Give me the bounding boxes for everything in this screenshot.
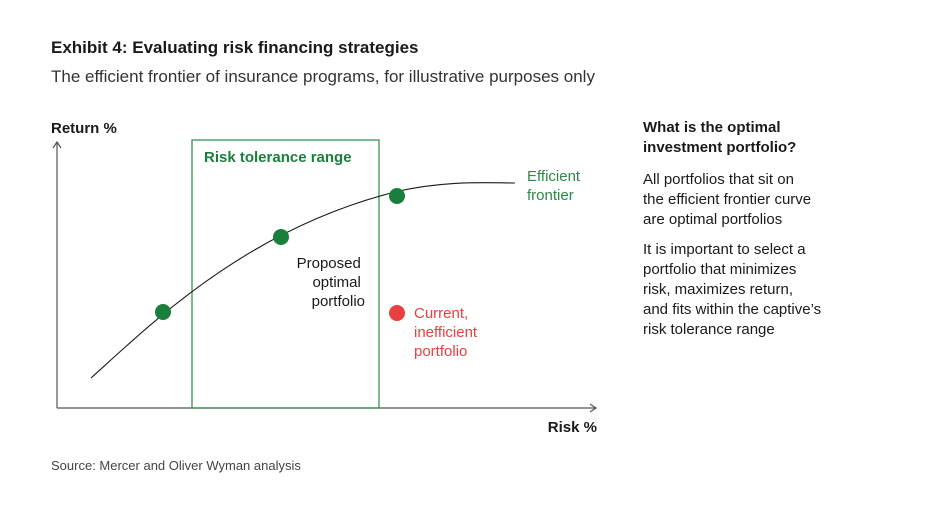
side-p2-line-1: It is important to select a <box>643 241 806 258</box>
side-p1-line-3: are optimal portfolios <box>643 211 783 228</box>
exhibit-title: Exhibit 4: Evaluating risk financing str… <box>51 38 419 57</box>
side-p2-line-3: risk, maximizes return, <box>643 281 794 298</box>
proposed-label-line-3: portfolio <box>312 293 365 310</box>
side-p2-line-4: and fits within the captive’s <box>643 301 822 318</box>
optimal-portfolio-point-low <box>155 304 171 320</box>
optimal-portfolio-point-proposed <box>273 229 289 245</box>
current-portfolio-point <box>389 305 405 321</box>
y-axis-label: Return % <box>51 120 117 137</box>
side-panel-paragraph-1: All portfolios that sit on the efficient… <box>643 170 893 230</box>
side-p1-line-2: the efficient frontier curve <box>643 191 812 208</box>
efficient-frontier-label-line-1: Efficient <box>527 168 581 185</box>
efficient-frontier-label-line-2: frontier <box>527 187 574 204</box>
exhibit-subtitle: The efficient frontier of insurance prog… <box>51 67 595 86</box>
current-label-line-3: portfolio <box>414 343 467 360</box>
side-panel-heading: What is the optimal investment portfolio… <box>643 118 893 158</box>
side-heading-line-2: investment portfolio? <box>643 139 797 156</box>
source-note: Source: Mercer and Oliver Wyman analysis <box>51 458 301 473</box>
proposed-label-line-2: optimal <box>312 274 360 291</box>
side-panel: What is the optimal investment portfolio… <box>643 118 893 350</box>
risk-tolerance-range-label: Risk tolerance range <box>204 149 352 166</box>
current-label-line-1: Current, <box>414 305 468 322</box>
current-portfolio-label: Current, inefficient portfolio <box>414 305 481 360</box>
side-p2-line-2: portfolio that minimizes <box>643 261 797 278</box>
risk-tolerance-range-box <box>191 139 380 409</box>
efficient-frontier-label: Efficient frontier <box>527 168 584 204</box>
side-p1-line-1: All portfolios that sit on <box>643 171 794 188</box>
proposed-portfolio-label: Proposed optimal portfolio <box>297 255 365 310</box>
current-label-line-2: inefficient <box>414 324 478 341</box>
side-p2-line-5: risk tolerance range <box>643 321 775 338</box>
optimal-portfolio-point-high <box>389 188 405 204</box>
proposed-label-line-1: Proposed <box>297 255 361 272</box>
x-axis-arrow <box>589 403 598 413</box>
side-panel-paragraph-2: It is important to select a portfolio th… <box>643 240 893 340</box>
x-axis-label: Risk % <box>548 419 597 436</box>
side-heading-line-1: What is the optimal <box>643 119 781 136</box>
y-axis-arrow <box>52 140 62 149</box>
efficient-frontier-curve <box>90 182 516 379</box>
